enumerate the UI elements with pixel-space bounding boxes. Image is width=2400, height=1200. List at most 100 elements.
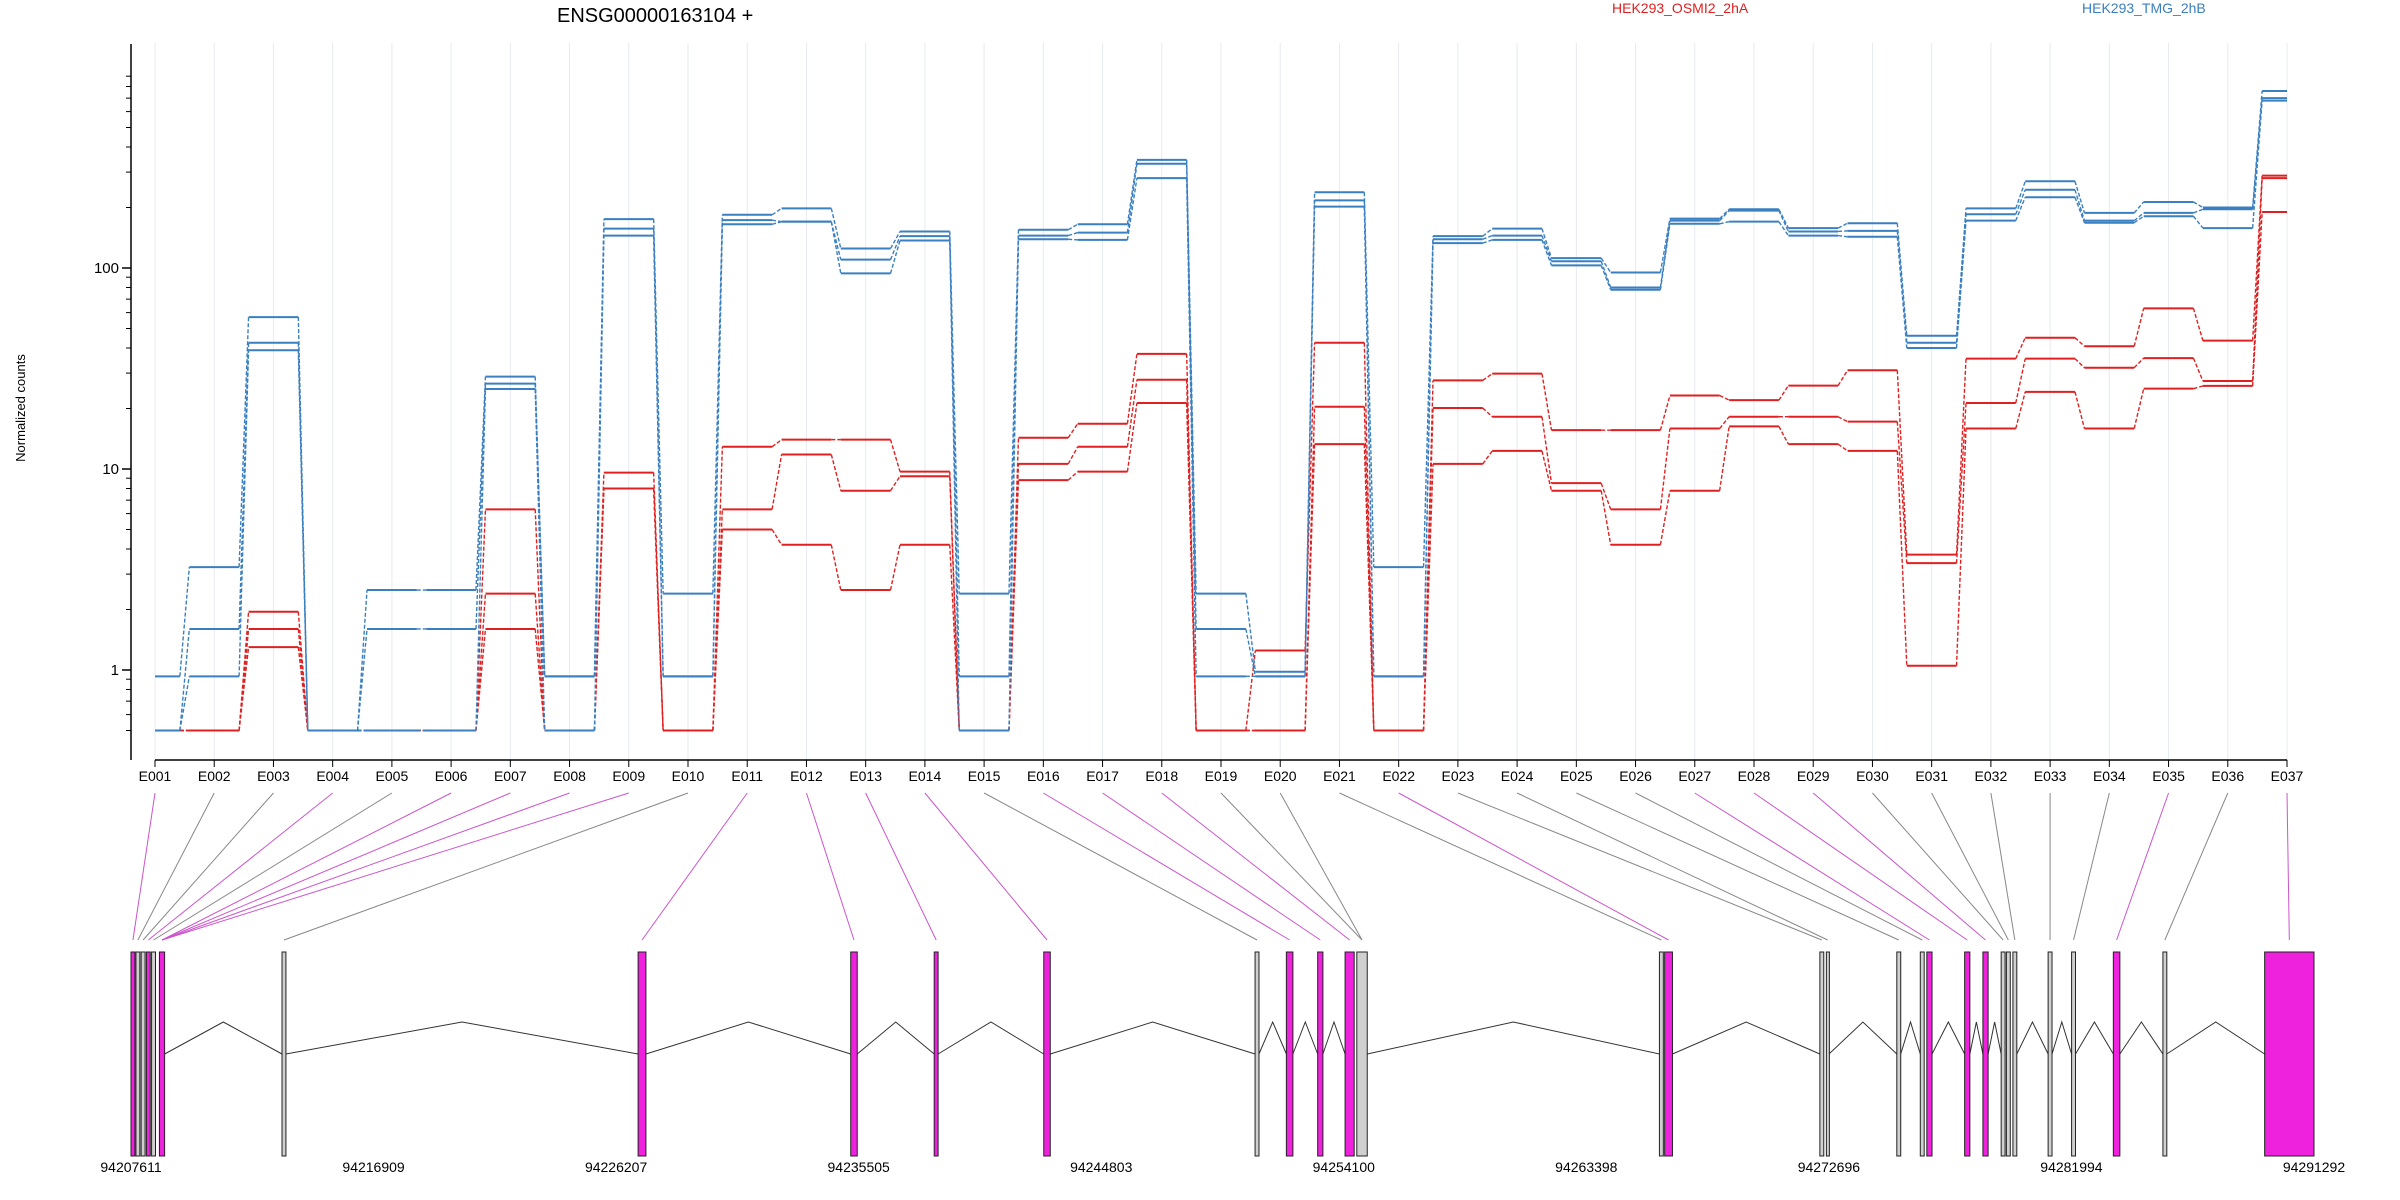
intron-27: [2016, 1020, 2049, 1055]
connector-E020: [1279, 792, 1363, 941]
series-3-link-E034: [2074, 181, 2086, 214]
series-5-link-E004: [297, 350, 309, 731]
exon-13: [1317, 951, 1324, 1157]
connector-E029: [1812, 792, 1986, 941]
intron-13: [1322, 1020, 1346, 1055]
connector-E030: [1872, 792, 2004, 941]
series-5-link-E008: [534, 388, 546, 731]
series-5-link-E032: [1955, 220, 1967, 349]
exon-7: [637, 951, 647, 1157]
x-tick-label-E016: E016: [1027, 768, 1060, 784]
series-1-link-E018: [1126, 379, 1138, 447]
connector-E021: [1339, 792, 1662, 941]
connector-E009: [161, 792, 629, 941]
exon-17: [1664, 951, 1673, 1157]
connector-E008: [161, 792, 570, 941]
connector-E017: [1102, 792, 1321, 941]
series-0-link-E017: [1067, 423, 1079, 439]
y-tick-label-10: 10: [102, 461, 119, 478]
connector-E019: [1220, 792, 1363, 941]
exon-2: [140, 951, 146, 1157]
connector-E025: [1576, 792, 1899, 941]
x-tick-label-E027: E027: [1678, 768, 1711, 784]
series-3-link-E014: [889, 231, 901, 249]
y-tick-label-100: 100: [94, 260, 119, 277]
series-0-link-E027: [1659, 395, 1671, 431]
y-axis: 1 10 100: [94, 44, 132, 760]
x-tick-label-E024: E024: [1501, 768, 1534, 784]
exon-15: [1356, 951, 1368, 1157]
series-0-link-E025: [1541, 373, 1553, 431]
intron-22: [1931, 1020, 1966, 1055]
connector-E036: [2164, 792, 2229, 941]
coordinate-label: 94244803: [1070, 1159, 1133, 1175]
plot-area: [155, 89, 2287, 732]
x-tick-label-E036: E036: [2211, 768, 2244, 784]
series-1-link-E024: [1482, 407, 1493, 418]
exon-10: [1043, 951, 1051, 1157]
x-tick-label-E003: E003: [257, 768, 290, 784]
series-2-link-E037: [2251, 211, 2263, 386]
series-0-link-E036: [2192, 308, 2204, 341]
x-tick-label-E010: E010: [672, 768, 705, 784]
series-3-link-E026: [1600, 257, 1612, 273]
y-axis-label: Normalized counts: [13, 354, 28, 462]
series-5-link-E018: [1126, 178, 1138, 240]
series-2-link-E010: [652, 488, 664, 731]
x-tick-label-E021: E021: [1323, 768, 1356, 784]
series-2-link-E035: [2133, 388, 2145, 429]
exon-3: [145, 951, 151, 1157]
series-1-link-E007: [475, 593, 487, 731]
intron-29: [2075, 1021, 2114, 1055]
series-1-link-E032: [1955, 402, 1967, 564]
exon-29: [2071, 951, 2077, 1157]
series-3-link-E024: [1482, 228, 1493, 237]
series-4-link-E028: [1719, 210, 1730, 222]
series-1-link-E031: [1896, 421, 1908, 564]
series-2-link-E026: [1600, 490, 1612, 545]
x-tick-label-E017: E017: [1086, 768, 1119, 784]
series-4-link-E005: [356, 628, 368, 731]
connector-E003: [142, 792, 274, 941]
intron-8: [856, 1021, 935, 1055]
series-5-link-E019: [1185, 178, 1197, 677]
series-1-link-E026: [1600, 482, 1612, 510]
series-2-link-E008: [534, 628, 546, 731]
series-2-link-E024: [1482, 450, 1493, 465]
series-5-link-E010: [652, 235, 664, 677]
exon-22: [1926, 951, 1933, 1157]
series-2-link-E011: [712, 529, 724, 731]
intron-19: [1828, 1021, 1898, 1055]
x-tick-label-E007: E007: [494, 768, 527, 784]
series-2-link-E029: [1778, 426, 1789, 445]
connector-E037: [2286, 792, 2290, 941]
series-1-link-E028: [1719, 416, 1730, 429]
connector-E024: [1516, 792, 1828, 941]
series-5-link-E007: [475, 388, 487, 731]
connector-E013: [865, 792, 937, 941]
x-tick-label-E020: E020: [1264, 768, 1297, 784]
exon-21: [1919, 951, 1925, 1157]
series-4-link-E018: [1126, 163, 1138, 233]
connector-E014: [924, 792, 1048, 941]
series-0-link-E014: [889, 439, 901, 472]
exon-28: [2047, 951, 2053, 1157]
series-1-link-E017: [1067, 446, 1079, 465]
series-2-link-E028: [1718, 426, 1730, 491]
intron-17: [1672, 1021, 1821, 1055]
series-2-link-E003: [238, 647, 250, 731]
series-5-link-E013: [830, 221, 842, 274]
series-5-link-E012: [771, 221, 782, 225]
x-tick-label-E023: E023: [1442, 768, 1475, 784]
intron-11: [1258, 1020, 1287, 1055]
series-2-link-E023: [1422, 463, 1434, 731]
series-3-link-E030: [1837, 222, 1848, 229]
intron-6: [285, 1021, 639, 1055]
series-2-link-E014: [889, 544, 901, 591]
x-tick-label-E019: E019: [1205, 768, 1238, 784]
series-4-link-E035: [2133, 212, 2145, 222]
series-0-link-E003: [238, 611, 250, 731]
connector-E026: [1635, 792, 1923, 941]
series-5-link-E011: [712, 224, 724, 677]
